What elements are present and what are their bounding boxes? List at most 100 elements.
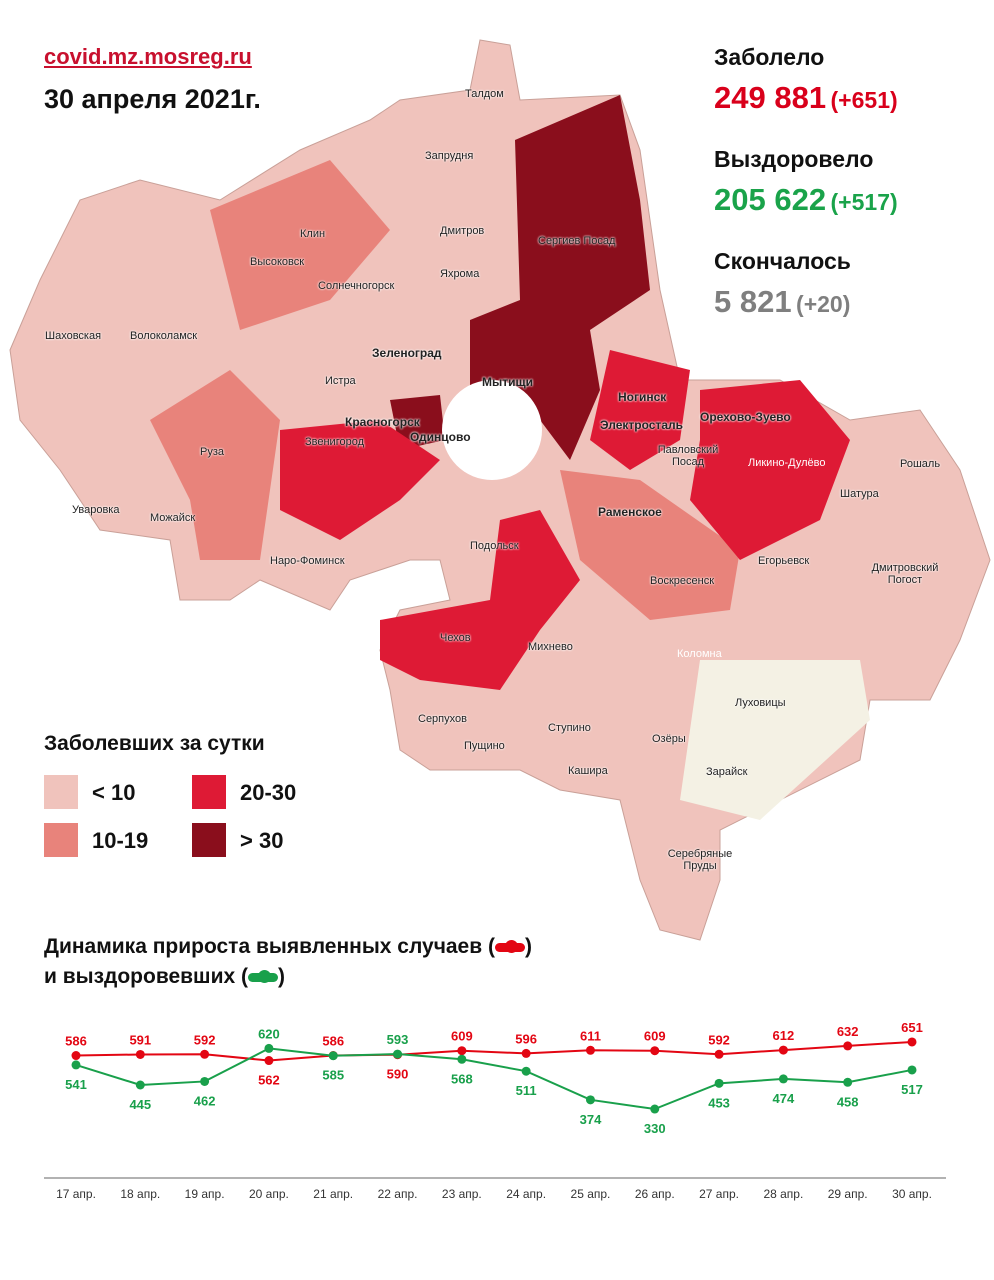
map-label: Луховицы <box>735 697 786 709</box>
map-label: Кашира <box>568 765 608 777</box>
map-label: Одинцово <box>410 430 471 444</box>
map-label: Зарайск <box>706 766 748 778</box>
map-label: Истра <box>325 375 356 387</box>
cases-data-label: 591 <box>129 1032 151 1047</box>
cases-point <box>135 1049 145 1059</box>
died-stat: 5 821 (+20) <box>714 284 850 320</box>
recovered-value: 205 622 <box>714 182 827 217</box>
cases-data-label: 592 <box>708 1032 730 1047</box>
map-label: Ступино <box>548 722 591 734</box>
cases-point <box>457 1046 467 1056</box>
infected-value: 249 881 <box>714 80 827 115</box>
recovered-data-label: 445 <box>129 1097 151 1112</box>
recovered-data-label: 517 <box>901 1082 923 1097</box>
region-other-zaraysk <box>680 660 870 820</box>
red-series-icon <box>494 939 525 953</box>
recovered-point <box>457 1054 467 1064</box>
legend-label-gt30: > 30 <box>240 828 284 853</box>
map-label: Волоколамск <box>130 330 198 342</box>
green-series-icon <box>247 969 278 983</box>
region-20-30-chekhov <box>380 510 580 690</box>
legend-title: Заболевших за сутки <box>44 732 265 755</box>
legend-swatch-lt10 <box>44 775 78 809</box>
map-label: Наро-Фоминск <box>270 555 345 567</box>
died-delta: (+20) <box>796 291 851 317</box>
map-label: Раменское <box>598 505 662 519</box>
map-label: Подольск <box>470 540 519 552</box>
chart-title-text2: и выздоровевших ( <box>44 965 248 988</box>
chart-title-close1: ) <box>524 935 532 958</box>
map-label: Уваровка <box>72 504 120 516</box>
recovered-point <box>135 1080 145 1090</box>
map-label: Пущино <box>464 740 505 752</box>
map-label: Серебряные Пруды <box>667 848 733 872</box>
region-20-30-odintsovo <box>280 420 440 540</box>
recovered-data-label: 593 <box>387 1032 409 1047</box>
recovered-point <box>264 1043 274 1053</box>
recovered-point <box>585 1095 595 1105</box>
map-label: Дмитровский Погост <box>871 562 939 586</box>
x-tick-label: 24 апр. <box>506 1187 546 1201</box>
map-label: Зеленоград <box>372 346 442 360</box>
x-tick-label: 30 апр. <box>892 1187 932 1201</box>
cases-point <box>264 1056 274 1066</box>
map-label: Павловский Посад <box>657 444 719 468</box>
map-label: Электросталь <box>600 418 683 432</box>
cases-point <box>650 1046 660 1056</box>
died-label: Скончалось <box>714 248 851 274</box>
map-label: Яхрома <box>440 268 480 280</box>
recovered-data-label: 374 <box>580 1112 602 1127</box>
chart-title-text1: Динамика прироста выявленных случаев ( <box>44 935 495 958</box>
legend-label-lt10: < 10 <box>92 780 136 805</box>
map-label: Егорьевск <box>758 555 810 567</box>
x-tick-label: 19 апр. <box>185 1187 225 1201</box>
recovered-data-label: 453 <box>708 1095 730 1110</box>
map-label: Запрудня <box>425 150 474 162</box>
recovered-data-label: 620 <box>258 1026 280 1041</box>
cases-data-label: 596 <box>515 1031 537 1046</box>
x-tick-label: 17 апр. <box>56 1187 96 1201</box>
cases-data-label: 586 <box>322 1034 344 1049</box>
recovered-data-label: 568 <box>451 1071 473 1086</box>
recovered-point <box>778 1074 788 1084</box>
site-link[interactable]: covid.mz.mosreg.ru <box>44 44 252 69</box>
map-label: Дмитров <box>440 225 485 237</box>
region-10-19-klin <box>210 160 390 330</box>
legend-label-10-19: 10-19 <box>92 828 149 853</box>
map-label: Шатура <box>840 488 879 500</box>
chart-title-close2: ) <box>277 965 285 988</box>
infected-label: Заболело <box>714 44 825 70</box>
x-tick-label: 18 апр. <box>120 1187 160 1201</box>
report-date: 30 апреля 2021г. <box>44 84 261 114</box>
cases-point <box>843 1041 853 1051</box>
recovered-data-label: 541 <box>65 1077 87 1092</box>
infected-delta: (+651) <box>830 87 898 113</box>
map-label: Высоковск <box>250 256 305 268</box>
recovered-data-label: 585 <box>322 1068 344 1083</box>
map-label: Мытищи <box>482 375 533 389</box>
region-gt30-sergiev <box>470 95 650 460</box>
cases-data-label: 632 <box>837 1024 859 1039</box>
recovered-data-label: 458 <box>837 1094 859 1109</box>
recovered-data-label: 462 <box>194 1093 216 1108</box>
recovered-data-label: 474 <box>773 1091 795 1106</box>
recovered-data-label: 511 <box>516 1083 537 1098</box>
cases-point <box>71 1051 81 1061</box>
cases-line <box>75 1040 913 1062</box>
map-label: Орехово-Зуево <box>700 410 791 424</box>
cases-point <box>907 1037 917 1047</box>
recovered-point <box>521 1066 531 1076</box>
map-label: Коломна <box>677 648 722 660</box>
cases-data-label: 586 <box>65 1034 87 1049</box>
recovered-stat: 205 622 (+517) <box>714 182 898 218</box>
legend-swatch-gt30 <box>192 823 226 857</box>
map-label: Рошаль <box>900 458 941 470</box>
chart-title-line1: Динамика прироста выявленных случаев () <box>44 935 532 959</box>
map-label: Можайск <box>150 512 196 524</box>
map-label: Клин <box>300 228 326 240</box>
recovered-point <box>650 1104 660 1114</box>
died-value: 5 821 <box>714 284 792 319</box>
map-label: Михнево <box>528 641 573 653</box>
x-tick-label: 21 апр. <box>313 1187 353 1201</box>
